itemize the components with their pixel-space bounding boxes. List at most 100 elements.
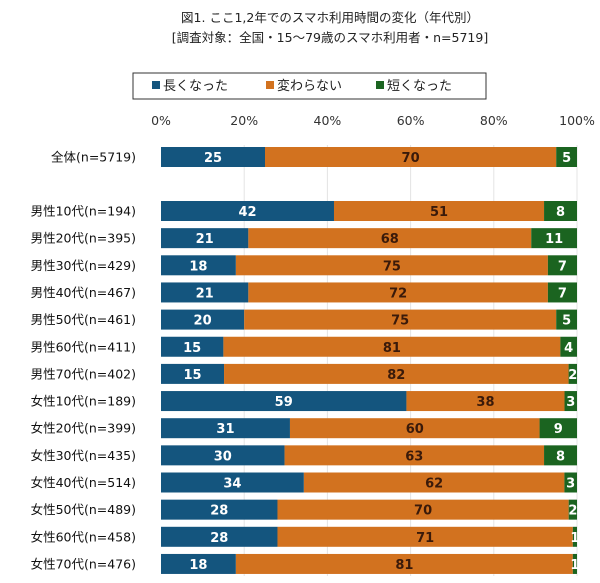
data-label: 18 <box>189 558 207 573</box>
data-label: 15 <box>183 341 201 356</box>
category-label: 女性50代(n=489) <box>31 502 136 517</box>
data-label: 11 <box>545 232 563 247</box>
data-label: 42 <box>238 205 256 220</box>
bar-segment <box>161 472 304 493</box>
data-label: 21 <box>196 286 214 301</box>
data-label: 70 <box>402 151 420 166</box>
data-label: 7 <box>558 286 567 301</box>
bar-segment <box>568 363 577 384</box>
data-label: 3 <box>566 395 575 410</box>
bar-segment <box>547 255 577 276</box>
bar-segment <box>539 418 577 439</box>
bar-segment <box>547 282 577 303</box>
bar-segment <box>161 255 236 276</box>
bar-segment <box>277 499 569 520</box>
bar-segment <box>564 472 577 493</box>
bar-segment <box>568 499 577 520</box>
bar-segment <box>161 309 245 330</box>
legend-label: 長くなった <box>163 79 228 94</box>
legend-swatch <box>152 81 160 89</box>
data-label: 68 <box>381 232 399 247</box>
bar-segment <box>560 336 577 357</box>
category-label: 女性40代(n=514) <box>31 475 136 490</box>
data-label: 7 <box>558 259 567 274</box>
data-label: 34 <box>223 477 241 492</box>
bar-segment <box>161 336 224 357</box>
legend: 長くなった 変わらない 短くなった <box>152 78 452 94</box>
category-label: 男性70代(n=402) <box>31 366 136 381</box>
bar-segment <box>544 201 577 221</box>
data-label: 1 <box>570 531 579 546</box>
data-label: 82 <box>387 368 405 383</box>
bar-segment <box>572 526 577 547</box>
x-tick-label: 20% <box>230 113 258 128</box>
bar-segment <box>161 553 236 574</box>
data-label: 81 <box>383 341 401 356</box>
data-label: 72 <box>389 286 407 301</box>
x-tick-label: 100% <box>559 113 595 128</box>
category-label: 男性30代(n=429) <box>31 258 136 273</box>
data-label: 62 <box>425 477 443 492</box>
x-tick-label: 80% <box>480 113 508 128</box>
data-label: 15 <box>183 368 201 383</box>
data-label: 60 <box>406 422 424 437</box>
bar-segment <box>244 309 557 330</box>
data-label: 63 <box>405 449 423 464</box>
bar-segment <box>161 445 285 466</box>
x-tick-label: 0% <box>151 113 171 128</box>
bar-segment <box>564 391 577 412</box>
bar-segment <box>161 526 278 547</box>
data-label: 3 <box>566 477 575 492</box>
data-label: 28 <box>210 504 228 519</box>
data-label: 75 <box>391 314 409 329</box>
bar-segment <box>556 147 577 167</box>
data-label: 28 <box>210 531 228 546</box>
data-label: 9 <box>554 422 563 437</box>
bar-segment <box>235 553 573 574</box>
legend-label: 短くなった <box>387 79 452 94</box>
category-label: 男性50代(n=461) <box>31 312 136 327</box>
category-label: 女性20代(n=399) <box>31 421 136 436</box>
data-label: 25 <box>204 151 222 166</box>
data-label: 18 <box>189 259 207 274</box>
category-label: 男性10代(n=194) <box>31 204 136 219</box>
bar-segment <box>161 363 225 384</box>
x-axis-ticks: 0% 20% 40% 60% 80% 100% <box>151 113 595 128</box>
x-tick-label: 60% <box>397 113 425 128</box>
bar-segment <box>284 445 545 466</box>
bar-segment <box>289 418 540 439</box>
bar-segment <box>248 228 532 249</box>
bar-segment <box>531 228 577 249</box>
legend-label: 変わらない <box>277 78 342 94</box>
data-label: 38 <box>476 395 494 410</box>
data-label: 4 <box>564 341 573 356</box>
bar-segment <box>161 228 249 249</box>
category-label: 男性40代(n=467) <box>31 285 136 300</box>
category-label: 女性10代(n=189) <box>31 394 136 409</box>
data-label: 1 <box>570 558 579 573</box>
bar-segment <box>161 499 278 520</box>
bar-segment <box>277 526 573 547</box>
data-label: 5 <box>562 151 571 166</box>
bar-segment <box>161 201 334 221</box>
bar-segment <box>161 418 290 439</box>
bar-segment <box>161 391 407 412</box>
legend-swatch <box>376 81 384 89</box>
category-label: 男性20代(n=395) <box>31 231 136 246</box>
bar-segment <box>161 282 249 303</box>
data-label: 71 <box>416 531 434 546</box>
data-label: 21 <box>196 232 214 247</box>
category-label: 女性70代(n=476) <box>31 556 136 571</box>
data-label: 75 <box>383 259 401 274</box>
data-label: 8 <box>556 205 565 220</box>
chart-subtitle: [調査対象：全国・15～79歳のスマホ利用者・n=5719] <box>172 30 488 45</box>
bar-segment <box>223 336 561 357</box>
bar-segment <box>556 309 577 330</box>
data-label: 31 <box>216 422 234 437</box>
data-label: 51 <box>430 205 448 220</box>
category-label: 全体(n=5719) <box>51 150 136 165</box>
bar-segment <box>161 147 265 167</box>
x-tick-label: 40% <box>314 113 342 128</box>
